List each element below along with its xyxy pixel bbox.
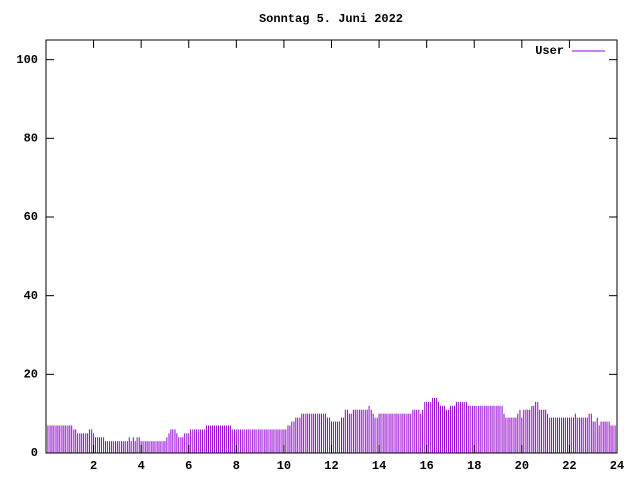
legend-label: User [535, 44, 564, 58]
y-tick-label: 40 [24, 289, 38, 303]
x-tick-label: 4 [138, 459, 145, 473]
y-tick-label: 80 [24, 132, 38, 146]
x-tick-label: 20 [515, 459, 529, 473]
x-tick-label: 10 [277, 459, 291, 473]
x-tick-label: 2 [90, 459, 97, 473]
chart-title: Sonntag 5. Juni 2022 [259, 12, 403, 26]
x-tick-label: 22 [562, 459, 576, 473]
y-tick-label: 60 [24, 210, 38, 224]
x-tick-label: 14 [372, 459, 386, 473]
y-tick-label: 20 [24, 368, 38, 382]
y-tick-label: 0 [31, 446, 38, 460]
x-tick-label: 18 [467, 459, 481, 473]
x-tick-label: 8 [233, 459, 240, 473]
x-tick-label: 6 [185, 459, 192, 473]
x-tick-label: 16 [419, 459, 433, 473]
x-tick-label: 12 [324, 459, 338, 473]
y-tick-label: 100 [16, 53, 38, 67]
x-tick-label: 24 [610, 459, 624, 473]
